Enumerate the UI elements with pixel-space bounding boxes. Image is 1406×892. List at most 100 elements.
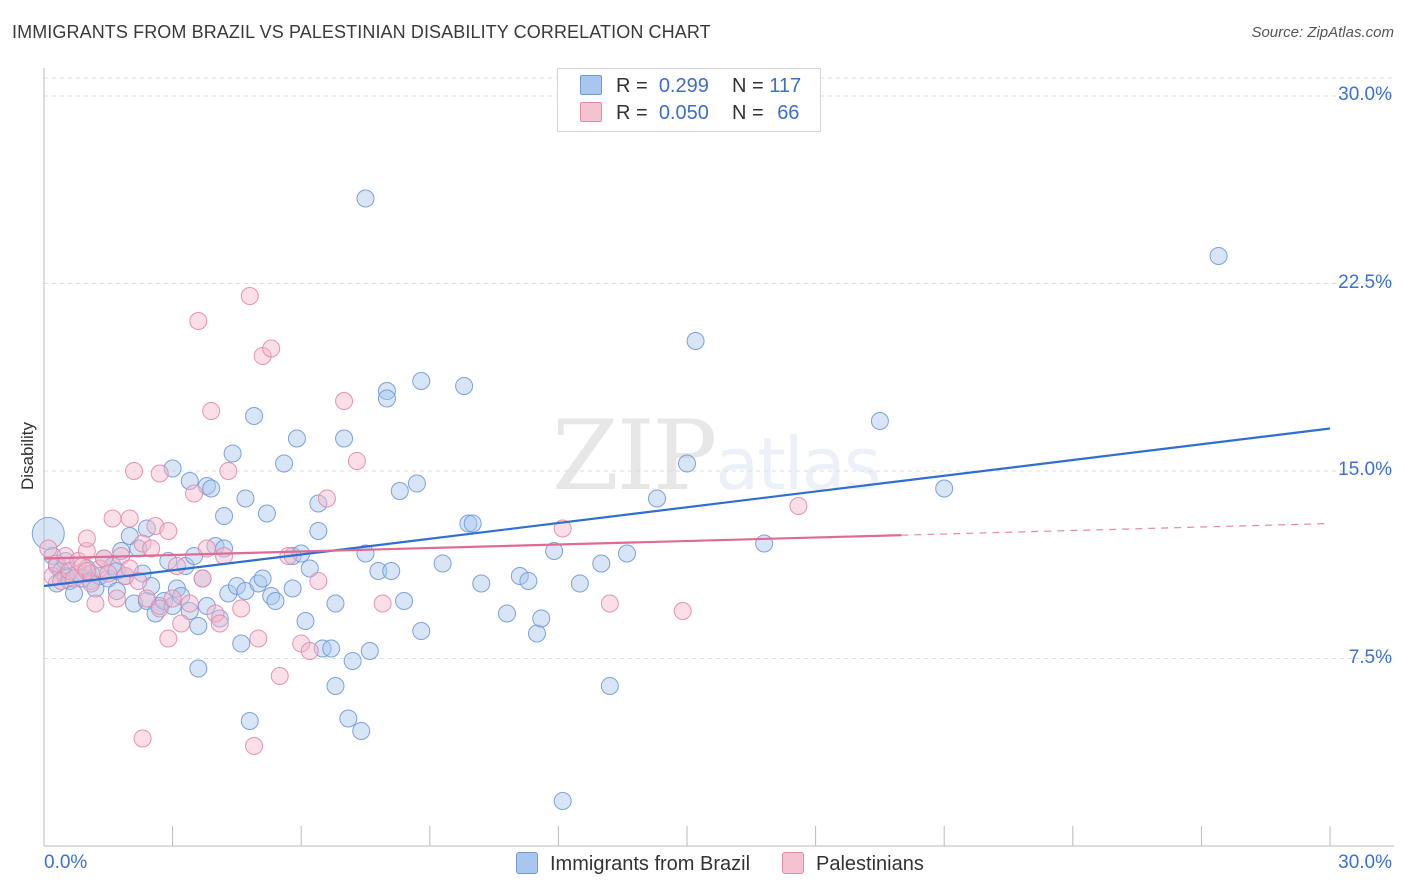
data-point [390,482,409,500]
legend-r-label: R = [616,102,648,124]
legend-n-value: 66 [777,102,800,124]
legend-swatch-blue [580,75,602,95]
data-point [245,737,264,755]
legend-n-value: 117 [769,75,802,97]
chart-title: IMMIGRANTS FROM BRAZIL VS PALESTINIAN DI… [12,22,711,42]
data-point [553,519,572,538]
data-point [159,629,178,648]
data-point [356,189,375,208]
data-point [592,554,611,573]
data-point [31,517,65,550]
data-point [232,599,251,618]
data-point [189,659,208,678]
data-point [510,567,529,585]
data-point [172,614,191,633]
grid-lines [44,77,1394,659]
data-point [189,312,208,330]
y-tick-label: 30.0% [1338,84,1392,105]
data-point [412,372,431,390]
bottom-legend-swatch-pink [782,852,804,874]
data-point [133,729,152,748]
data-point [459,514,478,533]
y-tick-label: 22.5% [1338,271,1392,293]
legend-row-palestinians: R = 0.050 N = 66 [580,102,799,128]
data-point [202,479,221,498]
data-point [257,504,276,523]
data-point [159,522,178,540]
data-point [150,599,169,618]
data-point [326,677,345,695]
data-point [86,594,105,613]
data-point [463,514,482,533]
data-point [120,509,139,528]
data-point [317,489,336,508]
data-point [377,389,396,408]
data-point [1209,247,1228,265]
data-point [545,542,564,560]
data-point [180,602,199,620]
data-point [678,454,696,473]
data-point [193,569,212,588]
data-point [167,557,186,575]
data-point [296,612,315,630]
data-point [240,287,259,305]
watermark: ZIPatlas [552,400,881,512]
data-point [335,429,354,448]
y-tick-label: 15.0% [1338,459,1392,480]
data-point [185,484,204,503]
bottom-legend-palestinians: Palestinians [782,852,924,876]
bottom-legend-label: Immigrants from Brazil [550,853,751,875]
data-point [647,489,666,508]
data-point [412,622,431,640]
data-point [125,462,144,480]
data-point [249,629,268,648]
data-point [65,584,84,603]
data-point [407,474,426,493]
data-point [202,402,221,420]
data-point [455,377,474,395]
data-point [95,549,114,568]
data-point [395,592,414,610]
data-point [433,554,452,573]
legend-swatch-pink [580,102,602,122]
y-axis-label: Disability [18,421,37,491]
legend-r-value: 0.050 [658,102,709,124]
data-point [142,539,161,558]
data-point [519,572,538,590]
data-point [236,489,255,508]
data-point [570,574,589,593]
legend-n-label: N = [731,75,764,97]
data-point [373,594,392,613]
data-point [322,639,341,658]
data-point [77,529,96,548]
data-point [215,507,234,525]
data-point [159,552,178,570]
data-point [309,494,328,513]
data-point [377,382,396,400]
bottom-legend-brazil: Immigrants from Brazil [516,852,750,876]
data-point [343,652,362,670]
series-palestinians-points [39,287,808,755]
data-point [262,339,281,358]
x-tick-label-min: 0.0% [44,852,88,873]
legend-row-brazil: R = 0.299 N = 117 [580,75,801,101]
data-point [266,592,285,610]
data-point [527,624,546,643]
data-point [369,562,388,580]
watermark-atlas: atlas [715,422,881,506]
data-point [553,792,572,810]
data-point [309,572,328,590]
y-tick-label: 7.5% [1348,646,1392,668]
source-label: Source: ZipAtlas.com [1251,24,1394,41]
data-point [686,332,705,350]
data-point [133,534,152,553]
data-point [77,542,96,560]
data-point [103,509,122,528]
legend-r-label: R = [616,75,648,97]
data-point [600,594,619,613]
data-point [935,479,954,498]
data-point [129,572,148,590]
data-point [300,642,319,660]
data-point [673,602,692,620]
data-point [300,559,319,578]
